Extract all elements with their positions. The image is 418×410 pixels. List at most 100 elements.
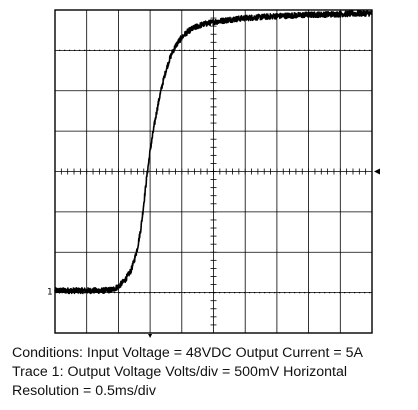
grid-dot (294, 49, 296, 51)
grid-dot (329, 292, 331, 294)
grid-dot (109, 49, 111, 51)
grid-dot (179, 49, 181, 51)
grid-dot (199, 49, 201, 51)
grid-dot (304, 292, 306, 294)
grid-dot (334, 292, 336, 294)
grid-dot (284, 292, 286, 294)
grid-dot (319, 49, 321, 51)
grid-dot (324, 292, 326, 294)
trace-line (54, 9, 373, 295)
grid-dot (274, 49, 276, 51)
grid-dot (159, 292, 161, 294)
grid-dot (154, 292, 156, 294)
grid-dot (264, 292, 266, 294)
grid-dot (274, 292, 276, 294)
grid-dot (169, 49, 171, 51)
grid-dot (204, 49, 206, 51)
grid-dot (269, 292, 271, 294)
grid-dot (169, 292, 171, 294)
grid-dot (194, 49, 196, 51)
grid-dot (114, 49, 116, 51)
grid-dot (304, 49, 306, 51)
grid-dot (194, 292, 196, 294)
caption: Conditions: Input Voltage = 48VDC Output… (12, 344, 416, 401)
grid-dot (354, 49, 356, 51)
grid-dot (229, 49, 231, 51)
grid-dot (164, 292, 166, 294)
grid-dot (299, 49, 301, 51)
grid-dot (74, 49, 76, 51)
grid-dot (329, 49, 331, 51)
grid-dot (84, 49, 86, 51)
grid-dot (289, 49, 291, 51)
caption-conditions: Conditions: Input Voltage = 48VDC Output… (12, 345, 363, 361)
grid-dot (334, 49, 336, 51)
grid-dot (149, 292, 151, 294)
grid-dot (129, 49, 131, 51)
grid-dot (139, 292, 141, 294)
grid-dot (139, 49, 141, 51)
grid-dot (114, 292, 116, 294)
grid-dot (224, 292, 226, 294)
grid-dot (159, 49, 161, 51)
grid-dot (364, 292, 366, 294)
grid-dot (69, 49, 71, 51)
grid-dot (244, 292, 246, 294)
trace-1 (54, 9, 373, 295)
grid-dot (369, 292, 371, 294)
grid-dot (124, 49, 126, 51)
grid-dot (254, 292, 256, 294)
grid-dot (294, 292, 296, 294)
caption-resolution: Resolution = 0.5ms/div (12, 383, 156, 399)
grid-dot (239, 292, 241, 294)
grid-dot (354, 292, 356, 294)
graticule (54, 9, 373, 334)
grid-dot (299, 292, 301, 294)
grid-dot (129, 292, 131, 294)
grid-dot (269, 49, 271, 51)
grid-dot (59, 49, 61, 51)
grid-dot (214, 49, 216, 51)
grid-dot (89, 49, 91, 51)
grid-dot (314, 292, 316, 294)
grid-dot (64, 292, 66, 294)
grid-dot (174, 292, 176, 294)
grid-dot (64, 49, 66, 51)
grid-dot (234, 292, 236, 294)
grid-dot (219, 49, 221, 51)
grid-dot (234, 49, 236, 51)
grid-dot (224, 49, 226, 51)
markers: 1 (47, 168, 380, 338)
grid-dot (154, 49, 156, 51)
oscilloscope-chart: 1 (47, 9, 380, 338)
channel-marker: 1 (47, 288, 53, 298)
grid-dot (324, 49, 326, 51)
grid-dot (364, 49, 366, 51)
grid-dot (144, 292, 146, 294)
grid-dot (279, 49, 281, 51)
grid-dot (189, 292, 191, 294)
grid-dot (259, 292, 261, 294)
grid-dot (214, 292, 216, 294)
grid-dot (359, 292, 361, 294)
grid-dot (239, 49, 241, 51)
grid-dot (199, 292, 201, 294)
grid-dot (289, 292, 291, 294)
grid-dot (349, 292, 351, 294)
grid-dot (184, 49, 186, 51)
grid-dot (229, 292, 231, 294)
caption-trace: Trace 1: Output Voltage Volts/div = 500m… (12, 364, 348, 380)
grid-dot (134, 49, 136, 51)
grid-dot (249, 292, 251, 294)
grid-dot (119, 292, 121, 294)
grid-dot (259, 49, 261, 51)
grid-dot (284, 49, 286, 51)
grid-dot (309, 49, 311, 51)
grid-dot (344, 292, 346, 294)
grid-dot (104, 49, 106, 51)
grid-dot (189, 49, 191, 51)
grid-dot (254, 49, 256, 51)
grid-dot (164, 49, 166, 51)
trigger-level-marker (374, 168, 380, 175)
grid-dot (149, 49, 151, 51)
